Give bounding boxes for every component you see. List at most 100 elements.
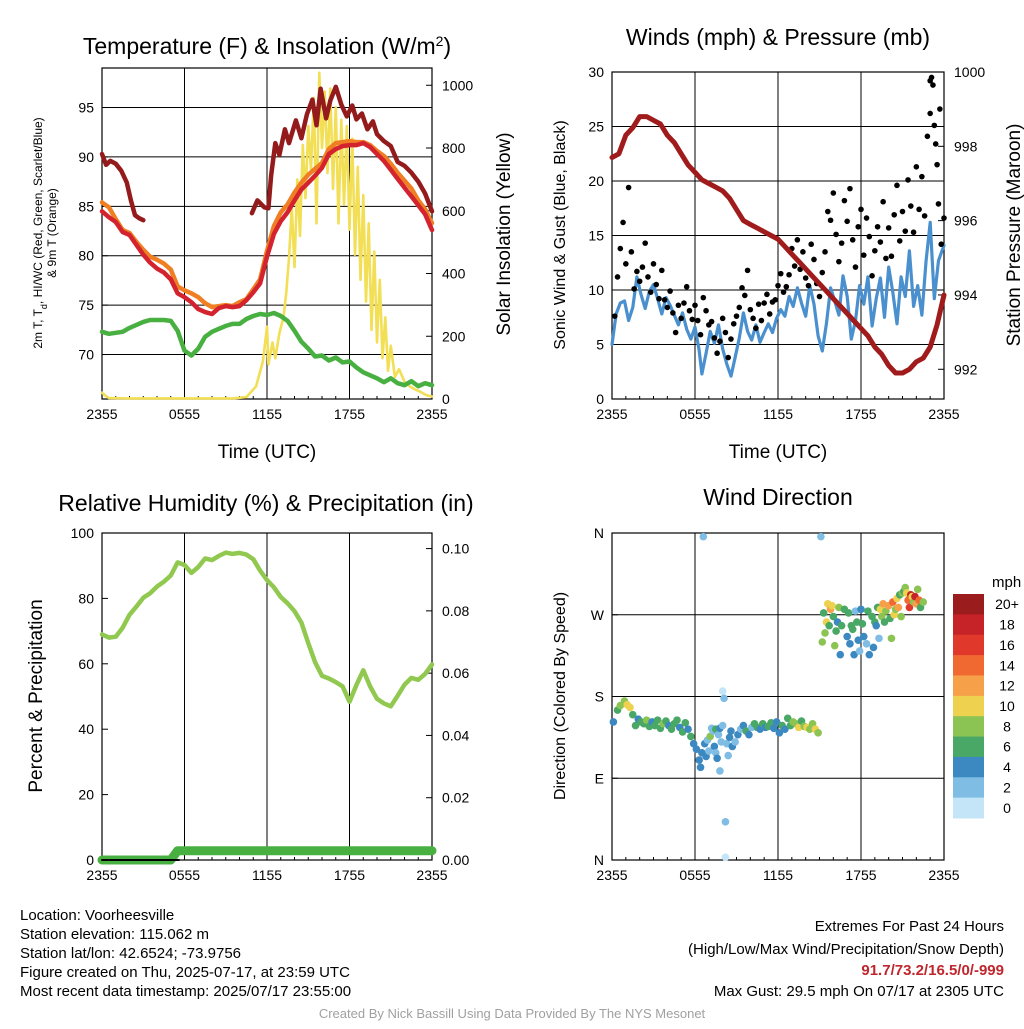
direction-point xyxy=(713,754,721,763)
winds-xtick-label: 2355 xyxy=(928,406,959,422)
humidity-xtick-label: 1755 xyxy=(334,867,365,883)
winds-series-1-point xyxy=(885,225,892,231)
winds-series-1-point xyxy=(659,267,665,274)
humidity-ytick-label: 60 xyxy=(78,656,94,672)
winds-series-1-point xyxy=(711,335,718,341)
winds-series-1-point xyxy=(800,249,806,255)
winds-series-1-point xyxy=(802,275,809,281)
winds-series-1-point xyxy=(938,241,945,248)
direction-point xyxy=(850,650,858,659)
extremes-values: 91.7/73.2/16.5/0/-999 xyxy=(861,962,1004,979)
humidity-y2tick-label: 0.10 xyxy=(442,541,469,557)
winds-series-1-point xyxy=(808,241,814,248)
winds-series-1-point xyxy=(775,282,781,289)
temperature-ytick-label: 90 xyxy=(78,149,94,165)
colorbar-swatch xyxy=(953,614,984,636)
direction-point xyxy=(854,636,863,644)
winds-series-1-point xyxy=(896,238,903,244)
created-text: Figure created on Thu, 2025-07-17, at 23… xyxy=(20,964,350,981)
winds-series-1-point xyxy=(927,110,933,117)
temperature-xtick-label: 2355 xyxy=(86,406,117,422)
winds-series-1-point xyxy=(811,256,817,263)
winds-series-1-point xyxy=(661,297,668,303)
colorbar-swatch xyxy=(953,797,984,819)
humidity-xtick-label: 2355 xyxy=(86,867,117,883)
winds-series-1-point xyxy=(653,281,660,288)
winds-series-1-point xyxy=(617,245,624,252)
winds-series-1-point xyxy=(758,317,765,324)
direction-point xyxy=(705,747,713,755)
winds-series-1-point xyxy=(639,264,646,270)
colorbar-swatch xyxy=(953,655,984,676)
winds-series-1-point xyxy=(937,106,943,112)
winds-series-1-point xyxy=(678,315,684,322)
humidity-xtick-label: 2355 xyxy=(416,867,447,883)
direction-xtick-label: 2355 xyxy=(596,867,627,883)
temperature-plot-frame xyxy=(101,67,433,400)
temperature-ytick-label: 85 xyxy=(78,198,94,214)
winds-series-1-point xyxy=(700,294,707,301)
winds-ytick-label: 25 xyxy=(588,119,604,135)
winds-series-1-point xyxy=(780,289,787,295)
winds-series-1-point xyxy=(863,215,870,221)
winds-series-1-point xyxy=(645,274,651,280)
direction-ytick-label: S xyxy=(595,689,604,705)
winds-plot-frame xyxy=(611,71,945,400)
winds-panel: Winds (mph) & Pressure (mb) Time (UTC) S… xyxy=(552,24,1024,463)
location-text: Location: Voorheesville xyxy=(20,907,175,924)
direction-point xyxy=(821,629,829,637)
direction-point xyxy=(864,607,872,615)
direction-point xyxy=(731,738,739,746)
direction-xtick-label: 0555 xyxy=(679,867,710,883)
winds-series-1-point xyxy=(928,74,935,81)
winds-series-1-point xyxy=(628,249,635,255)
colorbar-swatch xyxy=(953,675,984,697)
temperature-y2tick-label: 200 xyxy=(442,328,466,344)
temperature-ytick-label: 70 xyxy=(78,347,94,363)
temperature-y2tick-label: 0 xyxy=(442,391,450,407)
direction-point xyxy=(716,767,724,775)
winds-series-1-point xyxy=(910,229,917,236)
humidity-y2tick-label: 0.04 xyxy=(442,727,469,743)
direction-point xyxy=(848,625,857,634)
winds-series-1-point xyxy=(931,122,938,129)
winds-series-1-point xyxy=(836,258,842,265)
colorbar-swatch xyxy=(953,716,984,738)
colorbar-label: 14 xyxy=(999,657,1015,673)
colorbar-label: 12 xyxy=(999,678,1015,694)
direction-point xyxy=(631,721,640,730)
direction-point xyxy=(857,605,865,614)
winds-ylabel: Sonic Wind & Gust (Blue, Black) xyxy=(552,120,569,349)
direction-point xyxy=(745,730,753,739)
winds-series-1-point xyxy=(747,306,754,313)
extremes-info: Extremes For Past 24 Hours (High/Low/Max… xyxy=(688,917,1004,1001)
temperature-ylabel-line2: & 9m T (Orange) xyxy=(45,188,59,278)
temperature-series-0-line xyxy=(99,84,435,223)
colorbar-label: 8 xyxy=(1003,718,1011,734)
direction-point xyxy=(673,716,681,724)
winds-series-1-point xyxy=(902,228,909,234)
winds-series-1-point xyxy=(932,141,939,147)
winds-series-1-point xyxy=(866,233,873,240)
direction-point xyxy=(897,612,905,621)
humidity-y2tick-label: 0.00 xyxy=(442,852,469,868)
winds-series-1-point xyxy=(849,237,856,243)
direction-point xyxy=(628,710,637,719)
direction-point xyxy=(825,621,833,630)
winds-series-1-point xyxy=(899,208,906,215)
direction-point xyxy=(817,532,825,541)
colorbar-swatch xyxy=(953,756,984,778)
winds-xtick-label: 1155 xyxy=(763,406,793,422)
direction-point xyxy=(855,647,864,655)
humidity-ytick-label: 100 xyxy=(71,525,95,541)
winds-series-1-point xyxy=(860,252,867,258)
winds-series-1-point xyxy=(819,269,826,276)
temperature-xtick-label: 2355 xyxy=(416,406,447,422)
direction-point xyxy=(718,687,727,695)
winds-title: Winds (mph) & Pressure (mb) xyxy=(626,24,930,50)
direction-point xyxy=(869,643,878,652)
winds-series-1-point xyxy=(689,316,696,323)
winds-series-1-point xyxy=(642,240,648,246)
humidity-xtick-label: 0555 xyxy=(169,867,200,883)
